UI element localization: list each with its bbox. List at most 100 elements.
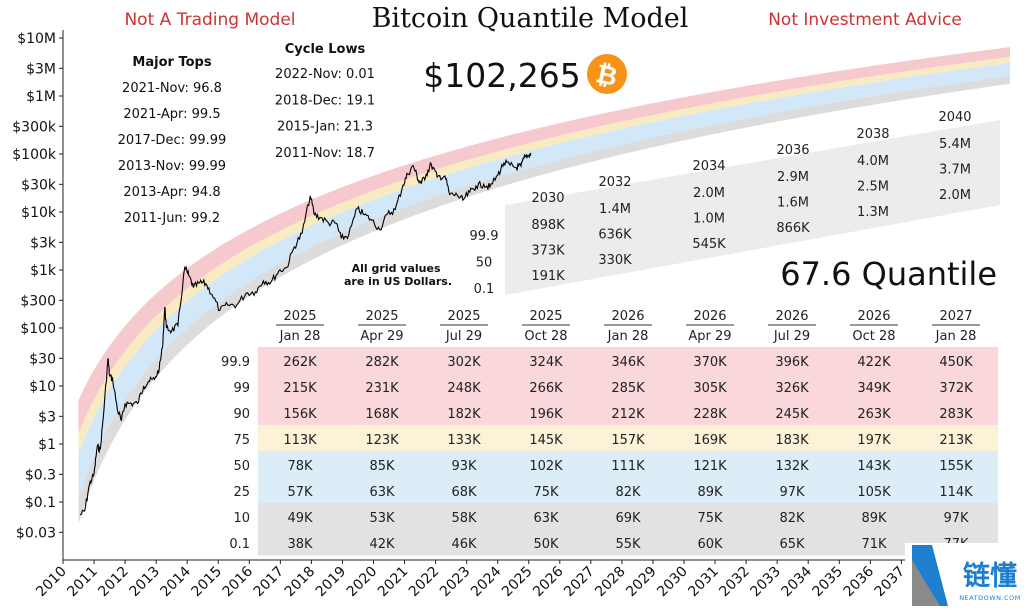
table-column-date: Jul 29 bbox=[445, 329, 482, 344]
long-term-year: 2030 bbox=[531, 191, 564, 206]
cycle-low-item: 2022-Nov: 0.01 bbox=[275, 67, 375, 82]
table-row-quantile: 25 bbox=[233, 485, 250, 500]
table-cell: 69K bbox=[615, 511, 641, 526]
y-tick-label: $0.1 bbox=[25, 495, 56, 511]
x-tick-label: 2032 bbox=[716, 564, 753, 601]
table-cell: 113K bbox=[283, 433, 317, 448]
table-cell: 82K bbox=[779, 511, 805, 526]
current-quantile: 67.6 Quantile bbox=[780, 255, 997, 293]
table-cell: 285K bbox=[611, 381, 645, 396]
table-column-date: Jul 29 bbox=[773, 329, 810, 344]
x-tick-label: 2029 bbox=[623, 564, 660, 601]
x-tick-label: 2028 bbox=[592, 564, 629, 601]
x-tick-label: 2036 bbox=[841, 563, 878, 600]
grid-table-background bbox=[258, 347, 998, 556]
table-cell: 55K bbox=[615, 537, 641, 552]
x-tick-label: 2014 bbox=[158, 563, 195, 600]
x-tick-label: 2011 bbox=[64, 564, 101, 601]
table-cell: 97K bbox=[779, 485, 805, 500]
table-column-year: 2026 bbox=[693, 309, 726, 324]
x-tick-label: 2010 bbox=[33, 564, 70, 601]
table-cell: 89K bbox=[861, 511, 887, 526]
long-term-value: 2.5M bbox=[857, 180, 889, 195]
x-tick-label: 2017 bbox=[251, 564, 288, 601]
table-cell: 215K bbox=[283, 381, 317, 396]
table-cell: 169K bbox=[693, 433, 727, 448]
table-cell: 145K bbox=[529, 433, 563, 448]
table-cell: 349K bbox=[857, 381, 891, 396]
long-term-value: 373K bbox=[531, 244, 565, 259]
table-row-quantile: 75 bbox=[233, 433, 250, 448]
table-column-year: 2026 bbox=[775, 309, 808, 324]
table-row-quantile: 99.9 bbox=[221, 355, 250, 370]
long-term-projection-band bbox=[505, 120, 1000, 295]
table-column-year: 2025 bbox=[529, 309, 562, 324]
major-top-item: 2011-Jun: 99.2 bbox=[124, 211, 220, 226]
table-cell: 450K bbox=[939, 355, 973, 370]
table-row-background bbox=[258, 451, 998, 478]
table-cell: 133K bbox=[447, 433, 481, 448]
cycle-low-item: 2011-Nov: 18.7 bbox=[275, 146, 375, 161]
table-cell: 50K bbox=[533, 537, 559, 552]
table-cell: 58K bbox=[451, 511, 477, 526]
y-axis-ticks: $10M $3M $1M $300k $100k $30k $10k $3k $1k $300 $1… bbox=[12, 31, 63, 541]
table-cell: 282K bbox=[365, 355, 399, 370]
table-cell: 111K bbox=[611, 459, 645, 474]
table-cell: 49K bbox=[287, 511, 313, 526]
long-term-projections: 99.9 50 0.1 2030 898K 373K 191K 2032 1.4M 636K 330… bbox=[470, 110, 972, 297]
long-term-value: 3.7M bbox=[939, 163, 971, 178]
y-tick-label: $10k bbox=[21, 205, 57, 221]
table-cell: 396K bbox=[775, 355, 809, 370]
y-tick-label: $0.3 bbox=[25, 467, 56, 483]
y-tick-label: $1k bbox=[30, 263, 57, 279]
table-cell: 283K bbox=[939, 407, 973, 422]
table-column-year: 2026 bbox=[611, 309, 644, 324]
x-tick-label: 2015 bbox=[189, 564, 226, 601]
long-term-value: 1.0M bbox=[693, 212, 725, 227]
x-tick-label: 2037 bbox=[872, 564, 909, 601]
long-term-value: 636K bbox=[598, 228, 632, 243]
x-tick-label: 2027 bbox=[561, 564, 598, 601]
long-term-value: 1.4M bbox=[599, 202, 631, 217]
x-tick-label: 2016 bbox=[220, 563, 257, 600]
y-tick-label: $3M bbox=[26, 61, 56, 77]
y-tick-label: $10M bbox=[17, 31, 56, 47]
major-top-item: 2013-Nov: 99.99 bbox=[118, 159, 226, 174]
long-term-year: 2038 bbox=[856, 127, 889, 142]
table-column-date: Jan 28 bbox=[935, 329, 977, 344]
chart-title: Bitcoin Quantile Model bbox=[372, 3, 689, 34]
major-top-item: 2021-Nov: 96.8 bbox=[122, 81, 222, 96]
quantile-band-2 bbox=[78, 62, 1010, 498]
long-term-value: 2.0M bbox=[693, 186, 725, 201]
table-cell: 93K bbox=[451, 459, 477, 474]
y-tick-label: $10 bbox=[29, 379, 56, 395]
major-top-item: 2017-Dec: 99.99 bbox=[118, 133, 227, 148]
table-row-background bbox=[258, 503, 998, 530]
table-cell: 266K bbox=[529, 381, 563, 396]
major-top-item: 2021-Apr: 99.5 bbox=[123, 107, 220, 122]
table-row-background bbox=[258, 347, 998, 374]
table-row-background bbox=[258, 477, 998, 504]
table-cell: 157K bbox=[611, 433, 645, 448]
x-tick-label: 2013 bbox=[126, 564, 163, 601]
table-cell: 65K bbox=[779, 537, 805, 552]
y-tick-label: $3 bbox=[38, 409, 56, 425]
table-cell: 123K bbox=[365, 433, 399, 448]
x-tick-label: 2022 bbox=[406, 564, 443, 601]
cycle-low-item: 2015-Jan: 21.3 bbox=[277, 120, 373, 135]
table-row-background bbox=[258, 529, 998, 556]
table-cell: 105K bbox=[857, 485, 891, 500]
current-price: $102,265 bbox=[423, 56, 580, 95]
table-column-year: 2026 bbox=[857, 309, 890, 324]
table-column-date: Jan 28 bbox=[607, 329, 649, 344]
x-tick-label: 2033 bbox=[747, 564, 784, 601]
watermark-image bbox=[905, 543, 1024, 613]
table-cell: 57K bbox=[287, 485, 313, 500]
table-cell: 42K bbox=[369, 537, 395, 552]
y-tick-label: $3k bbox=[30, 235, 57, 251]
long-term-quantile-label: 99.9 bbox=[470, 229, 499, 244]
table-cell: 182K bbox=[447, 407, 481, 422]
y-tick-label: $300 bbox=[20, 293, 56, 309]
y-tick-label: $1 bbox=[38, 437, 56, 453]
